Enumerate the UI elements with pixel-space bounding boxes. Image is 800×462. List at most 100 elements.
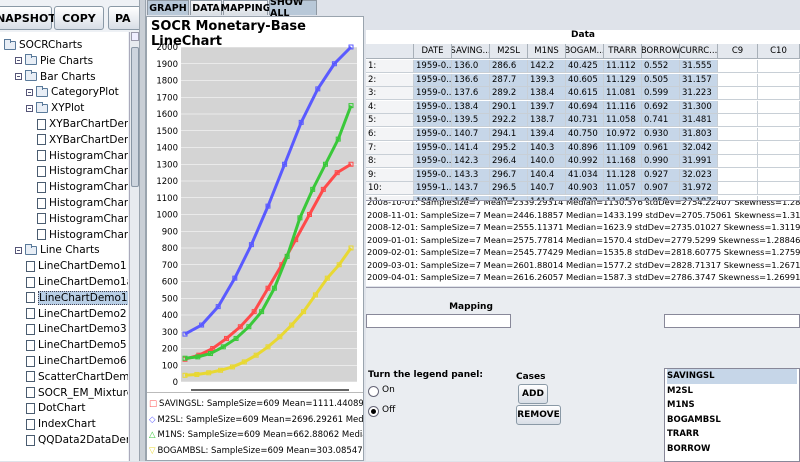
legend-on-radio[interactable]	[368, 386, 379, 397]
tree-node[interactable]: QQData2DataDemo	[26, 431, 128, 449]
table-cell[interactable]: 0.961	[642, 141, 680, 155]
table-cell[interactable]: 136.0	[452, 60, 490, 73]
table-cell[interactable]: 31.803	[680, 128, 718, 141]
table-cell[interactable]: 139.5	[452, 114, 490, 128]
column-header[interactable]: BOGAM...	[566, 44, 604, 59]
table-cell[interactable]: 140.3	[528, 141, 566, 155]
table-cell[interactable]: 287.7	[490, 73, 528, 87]
table-cell[interactable]: 11.058	[604, 114, 642, 128]
table-cell[interactable]: 294.1	[490, 128, 528, 141]
table-cell[interactable]: 11.116	[604, 100, 642, 114]
table-cell[interactable]: 139.7	[528, 100, 566, 114]
table-cell[interactable]: 40.903	[566, 182, 604, 196]
table-cell[interactable]: 0.907	[642, 182, 680, 196]
row-header[interactable]: 6:	[366, 128, 414, 141]
tree-node[interactable]: ScatterChartDemo1	[26, 368, 128, 386]
table-cell[interactable]: 40.694	[566, 100, 604, 114]
table-cell[interactable]: 41.034	[566, 168, 604, 182]
snapshot-button[interactable]: SNAPSHOT	[0, 6, 56, 30]
table-cell[interactable]: 40.750	[566, 128, 604, 141]
table-cell[interactable]: 0.990	[642, 155, 680, 169]
tree-node[interactable]: HistogramChartD	[37, 162, 128, 180]
table-cell[interactable]: 296.7	[490, 168, 528, 182]
table-cell[interactable]: 140.7	[452, 128, 490, 141]
variable-list-item[interactable]: TRARR	[667, 429, 700, 439]
tree-node[interactable]: LineChartDemo3	[26, 320, 127, 338]
row-header[interactable]: 10:	[366, 182, 414, 196]
table-cell[interactable]: 40.896	[566, 141, 604, 155]
table-cell[interactable]: 138.7	[528, 114, 566, 128]
table-cell[interactable]: 11.129	[604, 73, 642, 87]
table-cell[interactable]: 292.2	[490, 114, 528, 128]
table-cell[interactable]: 40.992	[566, 155, 604, 169]
variable-list-item[interactable]: M1NS	[667, 400, 695, 410]
scroll-up-arrow-icon[interactable]	[131, 32, 139, 41]
table-cell[interactable]: 136.6	[452, 73, 490, 87]
table-cell[interactable]: 31.481	[680, 114, 718, 128]
table-cell[interactable]: 0.741	[642, 114, 680, 128]
table-cell[interactable]: 0.930	[642, 128, 680, 141]
summary-text-area[interactable]: 2008-10-01: SampleSize=7 Mean=2339.29314…	[366, 200, 800, 286]
table-cell[interactable]: 141.4	[452, 141, 490, 155]
table-cell[interactable]: 1959-0...	[414, 87, 452, 101]
tree-node[interactable]: LineChartDemo1a	[26, 273, 128, 291]
table-cell[interactable]: 1959-0...	[414, 114, 452, 128]
tree-node[interactable]: CategoryPlot	[26, 83, 119, 101]
variable-list-item[interactable]: M2SL	[667, 385, 693, 396]
row-header[interactable]: 1:	[366, 60, 414, 73]
table-cell[interactable]: 31.223	[680, 87, 718, 101]
table-cell[interactable]: 1959-1...	[414, 182, 452, 196]
table-cell[interactable]: 40.731	[566, 114, 604, 128]
paste-button[interactable]: PA	[108, 6, 139, 30]
table-cell[interactable]	[758, 114, 800, 128]
table-cell[interactable]: 296.4	[490, 155, 528, 169]
row-header[interactable]: 5:	[366, 114, 414, 128]
table-cell[interactable]: 40.605	[566, 73, 604, 87]
column-header[interactable]: M2SL	[490, 44, 528, 59]
variable-list-item[interactable]: SAVINGSL	[667, 369, 797, 384]
column-header[interactable]: DATE	[414, 44, 452, 59]
table-cell[interactable]: 31.991	[680, 155, 718, 169]
table-cell[interactable]: 139.3	[528, 73, 566, 87]
tab-data[interactable]: DATA	[190, 0, 222, 15]
table-cell[interactable]: 32.042	[680, 141, 718, 155]
tree-node[interactable]: LineChartDemo1	[26, 257, 127, 275]
expand-handle-icon[interactable]	[26, 104, 33, 112]
column-header[interactable]: CURRC...	[680, 44, 718, 59]
table-cell[interactable]: 140.4	[528, 168, 566, 182]
table-cell[interactable]: 11.057	[604, 182, 642, 196]
table-cell[interactable]	[718, 128, 758, 141]
table-cell[interactable]: 40.425	[566, 60, 604, 73]
table-cell[interactable]: 286.6	[490, 60, 528, 73]
tree-node[interactable]: HistogramChartD	[37, 194, 128, 212]
column-header[interactable]: M1NS	[528, 44, 566, 59]
table-cell[interactable]: 0.927	[642, 168, 680, 182]
expand-handle-icon[interactable]	[15, 246, 22, 254]
row-header[interactable]: 3:	[366, 87, 414, 101]
table-cell[interactable]	[758, 182, 800, 196]
table-cell[interactable]	[718, 141, 758, 155]
table-cell[interactable]	[758, 87, 800, 101]
table-cell[interactable]	[758, 155, 800, 169]
tree-node[interactable]: LineChartDemo6	[26, 352, 127, 370]
legend-off-radio[interactable]	[368, 406, 379, 417]
scroll-thumb[interactable]	[131, 47, 139, 187]
split-divider[interactable]	[140, 0, 146, 461]
column-header[interactable]: SAVING...	[452, 44, 490, 59]
table-cell[interactable]: 290.1	[490, 100, 528, 114]
tree-node[interactable]: SOCR_EM_MixtureMo	[26, 384, 128, 402]
column-header[interactable]: BORROW	[642, 44, 680, 59]
tree-node[interactable]: XYBarChartDemo	[37, 131, 128, 149]
variable-list[interactable]: SAVINGSL M2SL M1NS BOGAMBSL TRARR BORROW	[664, 368, 800, 462]
table-cell[interactable]	[758, 60, 800, 73]
table-cell[interactable]: 11.109	[604, 141, 642, 155]
copy-button[interactable]: COPY	[54, 6, 104, 30]
column-header[interactable]: C10	[758, 44, 800, 59]
table-cell[interactable]	[758, 168, 800, 182]
table-cell[interactable]: 0.692	[642, 100, 680, 114]
tree-node[interactable]: SOCRCharts	[4, 36, 82, 54]
table-cell[interactable]: 142.2	[528, 60, 566, 73]
table-cell[interactable]	[718, 182, 758, 196]
tree-node[interactable]: HistogramChartD	[37, 147, 128, 165]
table-cell[interactable]: 295.2	[490, 141, 528, 155]
